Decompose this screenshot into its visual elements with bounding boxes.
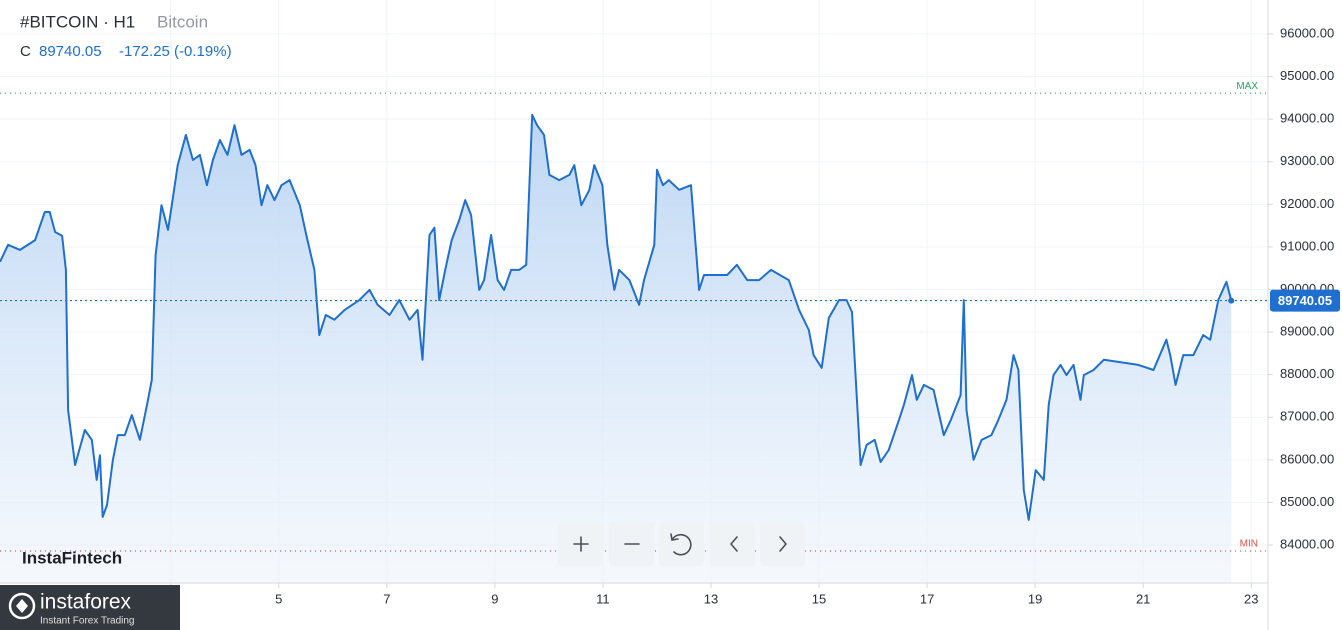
watermark: InstaFintech [22, 548, 122, 567]
logo-tagline: Instant Forex Trading [40, 616, 135, 627]
x-tick-label: 23 [1244, 591, 1258, 606]
x-tick-label: 9 [491, 591, 498, 606]
y-tick-label: 84000.00 [1280, 536, 1334, 551]
y-tick-label: 96000.00 [1280, 25, 1334, 40]
y-tick-label: 91000.00 [1280, 238, 1334, 253]
scroll-left-button[interactable] [710, 522, 755, 566]
reset-button[interactable] [659, 522, 704, 566]
chart-title: #BITCOIN · H1 [20, 12, 135, 31]
logo-name: instaforex [40, 591, 132, 614]
current-price-badge [1270, 289, 1340, 312]
price-line [0, 113, 1233, 521]
y-tick-label: 92000.00 [1280, 196, 1334, 211]
x-tick-label: 13 [704, 591, 718, 606]
y-tick-label: 93000.00 [1280, 153, 1334, 168]
logo-icon-mark [16, 599, 28, 613]
y-tick-label: 94000.00 [1280, 111, 1334, 126]
x-tick-label: 15 [812, 591, 826, 606]
y-tick-label: 89000.00 [1280, 324, 1334, 339]
logo-icon [8, 592, 36, 620]
x-tick-label: 5 [275, 591, 282, 606]
x-tick-label: 19 [1028, 591, 1042, 606]
scroll-right-button[interactable] [760, 522, 805, 566]
close-prefix: C [20, 43, 31, 60]
min-line-label: MIN [1240, 539, 1258, 550]
zoom-in-button[interactable] [558, 522, 603, 566]
logo-background [0, 585, 180, 630]
max-line-label: MAX [1236, 81, 1258, 92]
area-fill [0, 114, 1232, 584]
zoom-out-button[interactable] [609, 522, 654, 566]
y-tick-label: 88000.00 [1280, 366, 1334, 381]
y-tick-label: 86000.00 [1280, 451, 1334, 466]
y-tick-label: 85000.00 [1280, 494, 1334, 509]
change-value: -172.25 (-0.19%) [119, 43, 232, 60]
logo: instaforex Instant Forex Trading [0, 585, 180, 630]
x-tick-label: 21 [1136, 591, 1150, 606]
y-tick-label: 87000.00 [1280, 409, 1334, 424]
x-tick-label: 7 [383, 591, 390, 606]
current-price-label: 89740.05 [1278, 293, 1332, 308]
x-tick-label: 17 [920, 591, 934, 606]
y-tick-label: 95000.00 [1280, 68, 1334, 83]
chart-subtitle: Bitcoin [157, 12, 208, 31]
close-value: 89740.05 [39, 43, 102, 60]
x-tick-label: 11 [596, 591, 610, 606]
